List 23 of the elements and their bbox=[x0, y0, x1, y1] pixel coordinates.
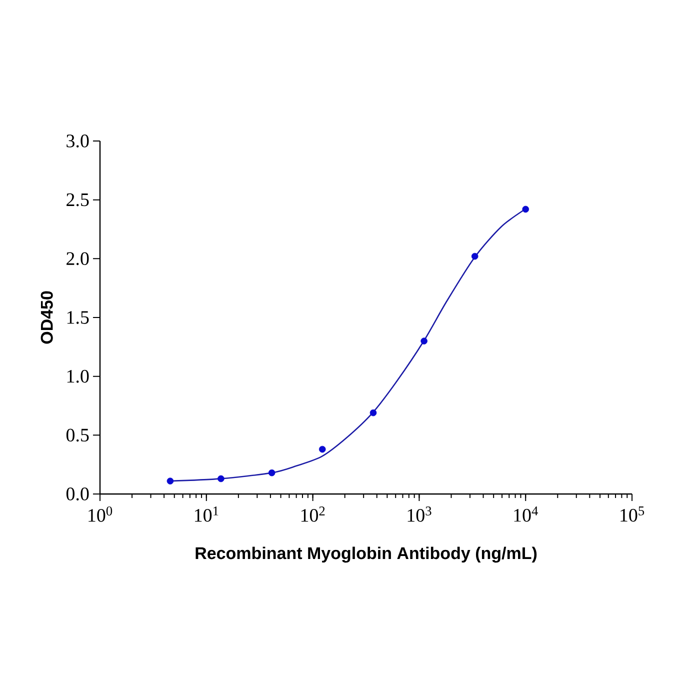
y-tick-label: 3.0 bbox=[66, 134, 89, 148]
point bbox=[268, 469, 276, 476]
y-tick-label: 2.0 bbox=[66, 252, 89, 266]
point bbox=[522, 206, 530, 213]
y-tick-label: 1.5 bbox=[67, 311, 89, 324]
y-axis-title: OD450 bbox=[40, 291, 53, 344]
point bbox=[420, 338, 428, 344]
y-tick-label: 1.0 bbox=[67, 370, 89, 383]
point bbox=[471, 252, 478, 260]
point bbox=[318, 446, 326, 453]
x-tick-label: 10$^{2}$ bbox=[301, 506, 325, 522]
y-tick-label: 2.5 bbox=[66, 193, 89, 206]
y-tick-label: 0.0 bbox=[66, 488, 89, 500]
x-axis-title: Recombinant Myoglobin Antibody (ng/mL) bbox=[196, 546, 537, 563]
x-tick-label: 10$^{5}$ bbox=[620, 506, 644, 522]
point bbox=[218, 475, 224, 482]
x-tick-label: 10$^{0}$ bbox=[88, 506, 112, 522]
point bbox=[370, 409, 377, 416]
x-tick-label: 10$^{4}$ bbox=[514, 506, 538, 522]
x-tick-label: 10$^{1}$ bbox=[194, 506, 218, 522]
point bbox=[166, 478, 174, 484]
y-tick-label: 0.5 bbox=[66, 428, 89, 442]
x-tick-label: 10$^{3}$ bbox=[408, 506, 432, 522]
